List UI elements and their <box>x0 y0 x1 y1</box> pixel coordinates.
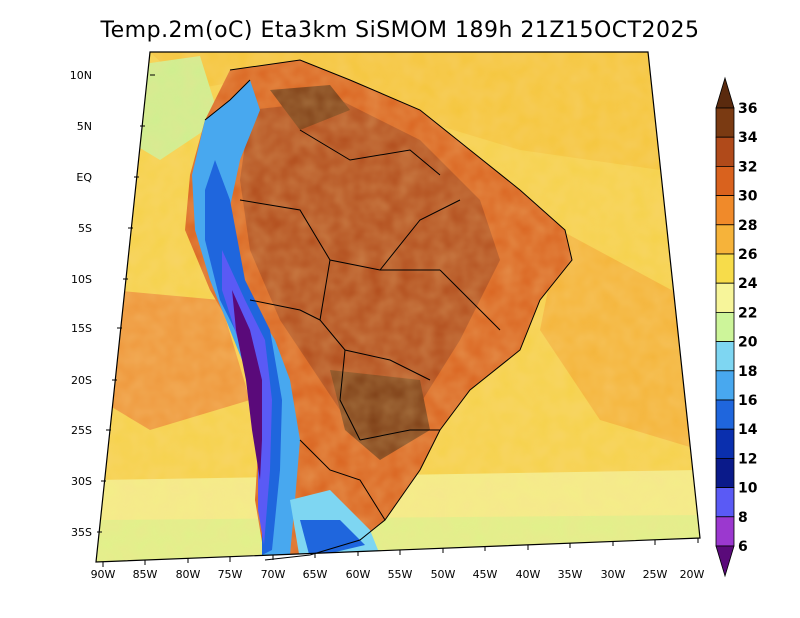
map-field <box>96 52 700 562</box>
lon-label: 70W <box>261 568 286 581</box>
colorbar-swatch <box>715 165 735 196</box>
colorbar-label: 26 <box>738 247 757 263</box>
longitude-axis: 90W 85W 80W 75W 70W 65W 60W 55W 50W 45W … <box>91 538 705 581</box>
colorbar-label: 22 <box>738 305 757 321</box>
colorbar-label: 30 <box>738 189 758 205</box>
colorbar-label: 34 <box>738 130 758 146</box>
colorbar-label: 28 <box>738 218 757 234</box>
colorbar-swatch <box>715 195 735 226</box>
lat-label: 5S <box>78 222 92 235</box>
colorbar-label: 36 <box>738 101 757 117</box>
colorbar-swatch <box>715 311 735 342</box>
colorbar-swatch <box>715 136 735 167</box>
latitude-axis: 10N 5N EQ 5S 10S 15S 20S 25S 30S 35S <box>70 69 155 539</box>
colorbar-swatch <box>715 487 735 518</box>
colorbar-label: 6 <box>738 539 748 555</box>
lon-label: 60W <box>346 568 371 581</box>
lon-label: 50W <box>431 568 456 581</box>
lat-label: 5N <box>77 120 92 133</box>
lon-label: 30W <box>601 568 626 581</box>
lat-label: 25S <box>71 424 92 437</box>
colorbar-label: 10 <box>738 481 758 497</box>
colorbar-swatch <box>715 282 735 313</box>
country-borders <box>204 59 573 561</box>
lat-label: 10S <box>71 273 92 286</box>
lon-label: 55W <box>388 568 413 581</box>
colorbar-label: 18 <box>738 364 757 380</box>
colorbar-swatch <box>715 224 735 255</box>
colorbar-max-arrow <box>715 76 735 109</box>
colorbar-swatch <box>715 399 735 430</box>
colorbar: 36 34 32 30 28 26 24 22 20 18 16 14 12 10 8 6 <box>715 76 758 578</box>
lon-label: 80W <box>176 568 201 581</box>
lat-label: 10N <box>70 69 92 82</box>
lat-label: 30S <box>71 475 92 488</box>
colorbar-label: 24 <box>738 276 758 292</box>
colorbar-label: 14 <box>738 422 758 438</box>
lat-label: 35S <box>71 526 92 539</box>
lon-label: 90W <box>91 568 116 581</box>
colorbar-swatch <box>715 457 735 488</box>
lon-label: 85W <box>133 568 158 581</box>
colorbar-label: 16 <box>738 393 757 409</box>
colorbar-swatch <box>715 428 735 459</box>
lon-label: 40W <box>516 568 541 581</box>
colorbar-swatch <box>715 107 735 138</box>
lat-label: EQ <box>76 171 92 184</box>
colorbar-swatch <box>715 253 735 284</box>
lat-label: 20S <box>71 374 92 387</box>
colorbar-label: 20 <box>738 335 758 351</box>
lon-label: 35W <box>558 568 583 581</box>
lon-label: 75W <box>218 568 243 581</box>
colorbar-label: 32 <box>738 159 757 175</box>
colorbar-swatch <box>715 516 735 547</box>
colorbar-min-arrow <box>715 545 735 578</box>
colorbar-label: 12 <box>738 451 757 467</box>
lon-label: 20W <box>680 568 705 581</box>
lat-label: 15S <box>71 322 92 335</box>
lon-label: 25W <box>643 568 668 581</box>
lon-label: 45W <box>473 568 498 581</box>
map-title: Temp.2m(oC) Eta3km SiSMOM 189h 21Z15OCT2… <box>100 18 700 43</box>
colorbar-label: 8 <box>738 510 748 526</box>
colorbar-swatch <box>715 370 735 401</box>
lon-label: 65W <box>303 568 328 581</box>
colorbar-swatch <box>715 341 735 372</box>
map-frame <box>95 51 701 563</box>
